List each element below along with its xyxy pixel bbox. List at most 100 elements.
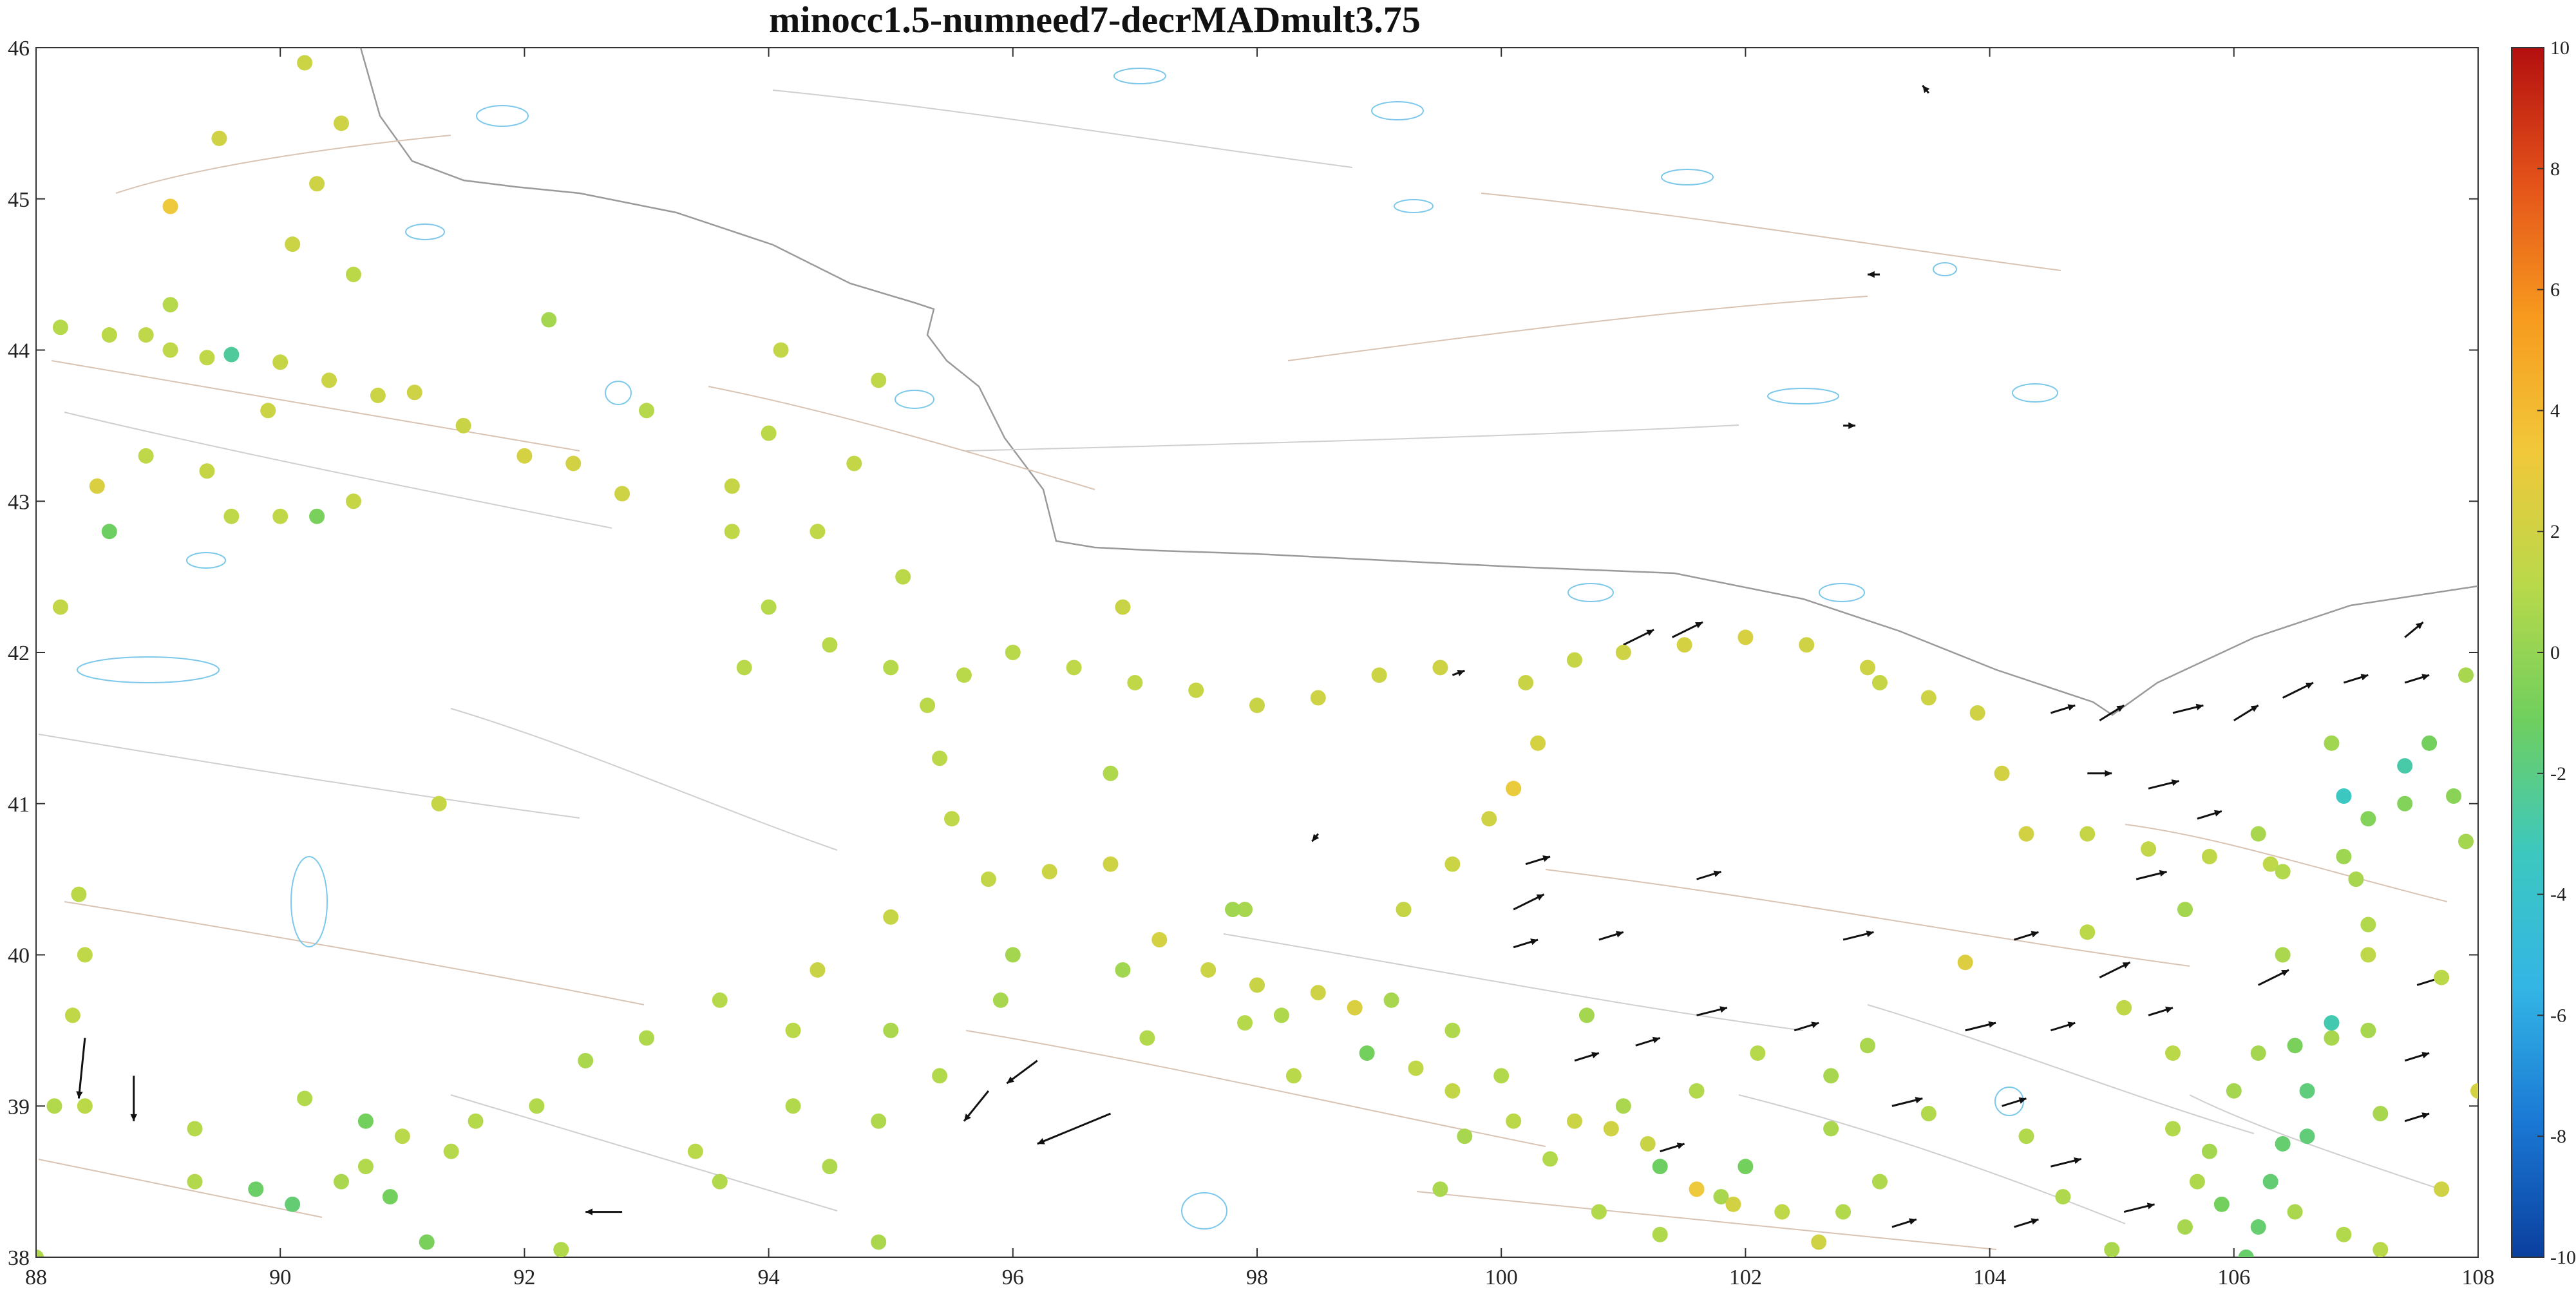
station-point (1493, 1068, 1509, 1083)
chart-title: minocc1.5-numneed7-decrMADmult3.75 (769, 0, 1421, 41)
station-point (956, 667, 972, 683)
station-point (871, 372, 886, 388)
station-point (309, 176, 325, 191)
station-point (248, 1181, 263, 1197)
station-point (1860, 660, 1875, 675)
station-point (358, 1159, 374, 1174)
colorbar-tick-label: -6 (2550, 1005, 2566, 1026)
y-tick-label: 41 (8, 793, 30, 817)
station-point (1774, 1204, 1790, 1220)
station-point (565, 456, 581, 471)
station-point (102, 524, 117, 539)
station-point (2214, 1197, 2230, 1212)
station-point (639, 1031, 654, 1046)
station-point (2336, 1227, 2351, 1242)
station-point (1139, 1031, 1155, 1046)
station-point (1725, 1197, 1741, 1212)
station-point (1347, 1000, 1363, 1016)
station-point (2251, 826, 2266, 842)
station-point (1005, 645, 1021, 660)
station-point (272, 354, 288, 370)
station-point (2397, 758, 2412, 774)
y-tick-label: 44 (8, 339, 30, 363)
station-point (1738, 1159, 1753, 1174)
station-point (444, 1144, 459, 1159)
station-point (1115, 962, 1130, 978)
station-point (383, 1189, 398, 1204)
station-point (65, 1007, 80, 1023)
station-point (53, 319, 68, 335)
station-point (786, 1023, 801, 1038)
y-tick-label: 40 (8, 944, 30, 968)
station-point (2202, 849, 2217, 864)
station-point (407, 385, 422, 400)
station-point (77, 947, 93, 963)
station-point (2190, 1174, 2205, 1190)
station-point (1432, 660, 1448, 675)
station-point (334, 1174, 349, 1190)
station-point (920, 698, 935, 713)
station-point (1103, 857, 1118, 872)
station-point (883, 909, 898, 925)
station-point (1860, 1038, 1875, 1053)
station-point (1481, 811, 1497, 826)
station-point (1616, 645, 1631, 660)
colorbar-tick-label: 10 (2550, 37, 2570, 59)
station-point (1444, 1083, 1460, 1099)
station-point (2434, 970, 2449, 985)
station-point (1823, 1121, 1839, 1136)
station-point (1921, 1106, 1937, 1121)
station-point (2141, 841, 2156, 857)
station-point (309, 509, 325, 524)
x-tick-label: 90 (269, 1266, 291, 1289)
station-point (1311, 985, 1326, 1000)
station-point (1005, 947, 1021, 963)
station-point (163, 198, 178, 214)
station-point (1359, 1045, 1375, 1061)
x-tick-label: 98 (1246, 1266, 1268, 1289)
station-point (846, 456, 862, 471)
station-point (2458, 667, 2474, 683)
y-tick-label: 45 (8, 188, 30, 212)
station-point (1188, 683, 1204, 698)
station-point (199, 350, 214, 365)
station-point (2434, 1181, 2449, 1197)
station-point (1738, 630, 1753, 645)
station-point (2202, 1144, 2217, 1159)
station-point (346, 267, 361, 282)
station-point (187, 1174, 202, 1190)
colorbar-tick-label: -4 (2550, 884, 2566, 906)
station-point (773, 343, 789, 358)
station-point (1311, 690, 1326, 705)
station-point (2470, 1083, 2486, 1099)
station-point (1518, 675, 1533, 690)
station-point (1384, 993, 1399, 1008)
station-point (2165, 1121, 2181, 1136)
station-point (1444, 1023, 1460, 1038)
station-point (2360, 811, 2376, 826)
colorbar: 1086420-2-4-6-8-10 (2512, 37, 2576, 1268)
station-point (334, 115, 349, 131)
station-point (786, 1098, 801, 1114)
station-point (1872, 1174, 1888, 1190)
station-point (2275, 1136, 2291, 1152)
station-point (1823, 1068, 1839, 1083)
station-point (1542, 1151, 1558, 1166)
station-point (46, 1098, 62, 1114)
station-point (2372, 1242, 2388, 1257)
station-point (883, 660, 898, 675)
station-point (90, 479, 105, 494)
station-point (761, 426, 777, 441)
station-point (321, 372, 337, 388)
station-point (981, 871, 996, 887)
plot-frame (36, 48, 2478, 1257)
station-point (2336, 788, 2351, 804)
station-point (724, 524, 740, 539)
station-point (944, 811, 960, 826)
station-point (285, 236, 300, 252)
station-point (2263, 1174, 2278, 1190)
station-point (1151, 932, 1167, 947)
station-point (346, 493, 361, 509)
plot-area (28, 48, 2486, 1265)
colorbar-tick-label: 8 (2550, 158, 2560, 180)
